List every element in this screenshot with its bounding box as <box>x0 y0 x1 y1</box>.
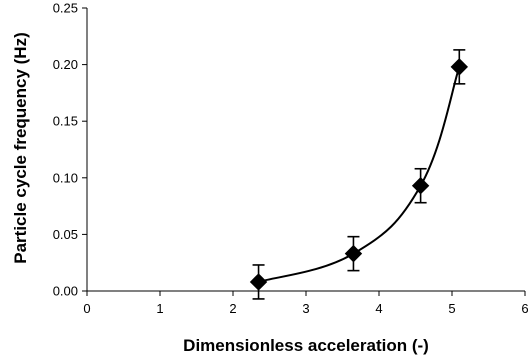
x-tick-label: 5 <box>448 301 455 316</box>
data-point <box>450 58 469 76</box>
y-tick-label: 0.10 <box>53 170 78 185</box>
y-tick-label: 0.20 <box>53 57 78 72</box>
y-tick-label: 0.05 <box>53 227 78 242</box>
y-axis: 0.00 0.05 0.10 0.15 0.20 0.25 <box>53 1 88 299</box>
data-point <box>411 177 430 195</box>
trend-line-group <box>258 66 461 283</box>
y-tick-label: 0.25 <box>53 1 78 16</box>
x-tick-label: 0 <box>83 301 90 316</box>
data-point <box>344 244 363 263</box>
x-axis-title: Dimensionless acceleration (-) <box>183 336 429 355</box>
data-points-group <box>249 58 469 291</box>
x-axis: 0 1 2 3 4 5 6 <box>83 290 528 316</box>
data-point <box>249 273 268 291</box>
x-tick-label: 4 <box>375 301 382 316</box>
trend-line <box>258 66 461 283</box>
y-axis-title: Particle cycle frequency (Hz) <box>11 32 30 263</box>
x-tick-label: 1 <box>156 301 163 316</box>
x-tick-label: 2 <box>229 301 236 316</box>
x-tick-label: 6 <box>521 301 528 316</box>
error-bars-group <box>252 49 466 300</box>
y-tick-label: 0.00 <box>53 284 78 299</box>
y-tick-label: 0.15 <box>53 114 78 129</box>
x-tick-label: 3 <box>302 301 309 316</box>
